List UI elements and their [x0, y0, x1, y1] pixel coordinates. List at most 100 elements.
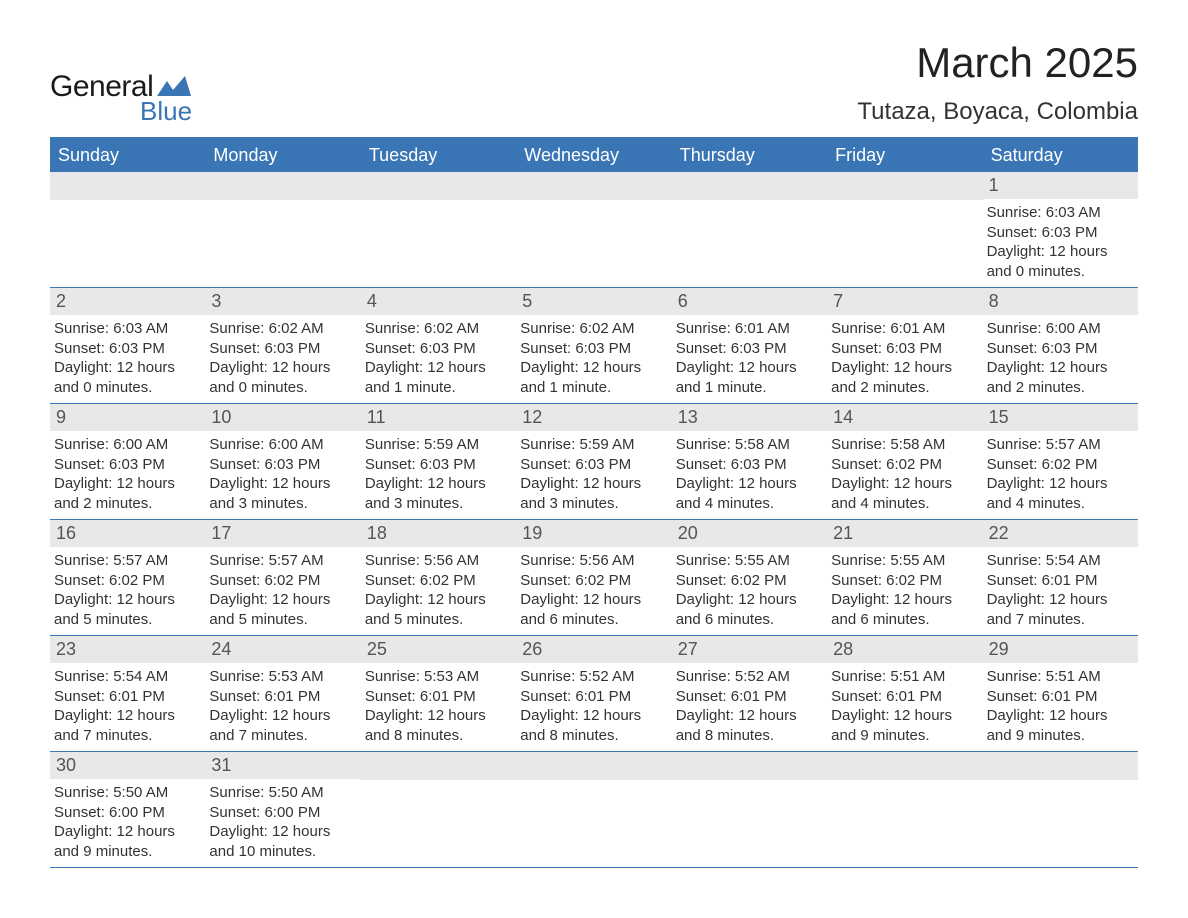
title-block: March 2025 Tutaza, Boyaca, Colombia	[857, 40, 1138, 126]
day-details: Sunrise: 6:01 AMSunset: 6:03 PMDaylight:…	[672, 315, 827, 403]
sunrise-line: Sunrise: 6:02 AM	[520, 319, 667, 339]
sunrise-line: Sunrise: 5:50 AM	[54, 783, 201, 803]
sunrise-line: Sunrise: 6:02 AM	[209, 319, 356, 339]
sunset-line: Sunset: 6:02 PM	[676, 571, 823, 591]
day-details: Sunrise: 5:56 AMSunset: 6:02 PMDaylight:…	[516, 547, 671, 635]
header: General Blue March 2025 Tutaza, Boyaca, …	[50, 40, 1138, 127]
day-cell: 4Sunrise: 6:02 AMSunset: 6:03 PMDaylight…	[361, 288, 516, 404]
blank-cell	[361, 752, 516, 868]
sunset-line: Sunset: 6:00 PM	[209, 803, 356, 823]
daylight-line: Daylight: 12 hours and 6 minutes.	[831, 590, 978, 629]
daylight-line: Daylight: 12 hours and 0 minutes.	[209, 358, 356, 397]
daylight-line: Daylight: 12 hours and 9 minutes.	[831, 706, 978, 745]
sunset-line: Sunset: 6:03 PM	[831, 339, 978, 359]
sunset-line: Sunset: 6:03 PM	[209, 339, 356, 359]
day-cell: 6Sunrise: 6:01 AMSunset: 6:03 PMDaylight…	[672, 288, 827, 404]
daylight-line: Daylight: 12 hours and 7 minutes.	[209, 706, 356, 745]
day-number: 29	[983, 636, 1138, 663]
day-cell: 22Sunrise: 5:54 AMSunset: 6:01 PMDayligh…	[983, 520, 1138, 636]
sunrise-line: Sunrise: 5:53 AM	[365, 667, 512, 687]
daylight-line: Daylight: 12 hours and 9 minutes.	[987, 706, 1134, 745]
blank-cell	[205, 172, 360, 288]
day-details: Sunrise: 5:52 AMSunset: 6:01 PMDaylight:…	[672, 663, 827, 751]
day-cell: 29 Sunrise: 5:51 AMSunset: 6:01 PMDayligh…	[983, 636, 1138, 752]
daylight-line: Daylight: 12 hours and 8 minutes.	[676, 706, 823, 745]
sunset-line: Sunset: 6:03 PM	[520, 339, 667, 359]
sunset-line: Sunset: 6:02 PM	[365, 571, 512, 591]
day-number: 5	[516, 288, 671, 315]
day-details: Sunrise: 6:01 AMSunset: 6:03 PMDaylight:…	[827, 315, 982, 403]
day-number: 3	[205, 288, 360, 315]
day-number: 10	[205, 404, 360, 431]
daylight-line: Daylight: 12 hours and 6 minutes.	[520, 590, 667, 629]
daylight-line: Daylight: 12 hours and 4 minutes.	[987, 474, 1134, 513]
day-number: 9	[50, 404, 205, 431]
calendar-grid: SundayMondayTuesdayWednesdayThursdayFrid…	[50, 137, 1138, 868]
sunrise-line: Sunrise: 6:03 AM	[987, 203, 1134, 223]
day-details: Sunrise: 6:03 AMSunset: 6:03 PMDaylight:…	[983, 199, 1138, 287]
sunrise-line: Sunrise: 6:00 AM	[54, 435, 201, 455]
blank-cell	[983, 752, 1138, 868]
blank-cell	[827, 172, 982, 288]
day-cell: 14Sunrise: 5:58 AMSunset: 6:02 PMDayligh…	[827, 404, 982, 520]
sunrise-line: Sunrise: 5:52 AM	[676, 667, 823, 687]
day-cell: 17Sunrise: 5:57 AMSunset: 6:02 PMDayligh…	[205, 520, 360, 636]
day-cell: 5 Sunrise: 6:02 AMSunset: 6:03 PMDaylight…	[516, 288, 671, 404]
day-details: Sunrise: 5:53 AMSunset: 6:01 PMDaylight:…	[361, 663, 516, 751]
day-details: Sunrise: 5:59 AMSunset: 6:03 PMDaylight:…	[516, 431, 671, 519]
day-number: 21	[827, 520, 982, 547]
day-details: Sunrise: 5:57 AMSunset: 6:02 PMDaylight:…	[205, 547, 360, 635]
weekday-header: Tuesday	[361, 139, 516, 172]
sunrise-line: Sunrise: 6:02 AM	[365, 319, 512, 339]
sunset-line: Sunset: 6:03 PM	[987, 339, 1134, 359]
day-number: 16	[50, 520, 205, 547]
daylight-line: Daylight: 12 hours and 3 minutes.	[520, 474, 667, 513]
sunset-line: Sunset: 6:01 PM	[520, 687, 667, 707]
day-cell: 25Sunrise: 5:53 AMSunset: 6:01 PMDayligh…	[361, 636, 516, 752]
day-details: Sunrise: 5:56 AMSunset: 6:02 PMDaylight:…	[361, 547, 516, 635]
day-cell: 12Sunrise: 5:59 AMSunset: 6:03 PMDayligh…	[516, 404, 671, 520]
day-number: 28	[827, 636, 982, 663]
daylight-line: Daylight: 12 hours and 1 minute.	[520, 358, 667, 397]
day-cell: 26Sunrise: 5:52 AMSunset: 6:01 PMDayligh…	[516, 636, 671, 752]
sunset-line: Sunset: 6:01 PM	[987, 687, 1134, 707]
day-details: Sunrise: 5:57 AMSunset: 6:02 PMDaylight:…	[50, 547, 205, 635]
sunrise-line: Sunrise: 5:59 AM	[365, 435, 512, 455]
day-number: 7	[827, 288, 982, 315]
daylight-line: Daylight: 12 hours and 3 minutes.	[209, 474, 356, 513]
sunrise-line: Sunrise: 5:55 AM	[831, 551, 978, 571]
sunset-line: Sunset: 6:03 PM	[520, 455, 667, 475]
sunrise-line: Sunrise: 6:01 AM	[831, 319, 978, 339]
day-details: Sunrise: 5:52 AMSunset: 6:01 PMDaylight:…	[516, 663, 671, 751]
sunrise-line: Sunrise: 5:56 AM	[365, 551, 512, 571]
brand-general-text: General	[50, 70, 153, 104]
day-details: Sunrise: 6:02 AMSunset: 6:03 PMDaylight:…	[205, 315, 360, 403]
day-number: 11	[361, 404, 516, 431]
blank-cell	[827, 752, 982, 868]
day-number: 4	[361, 288, 516, 315]
day-cell: 15Sunrise: 5:57 AMSunset: 6:02 PMDayligh…	[983, 404, 1138, 520]
sunrise-line: Sunrise: 5:54 AM	[987, 551, 1134, 571]
day-cell: 16Sunrise: 5:57 AMSunset: 6:02 PMDayligh…	[50, 520, 205, 636]
day-details: Sunrise: 6:02 AMSunset: 6:03 PMDaylight:…	[361, 315, 516, 403]
day-details: Sunrise: 6:00 AMSunset: 6:03 PMDaylight:…	[983, 315, 1138, 403]
sunset-line: Sunset: 6:02 PM	[54, 571, 201, 591]
blank-cell	[672, 172, 827, 288]
day-number: 12	[516, 404, 671, 431]
day-number: 13	[672, 404, 827, 431]
day-details: Sunrise: 6:00 AMSunset: 6:03 PMDaylight:…	[50, 431, 205, 519]
weekday-header: Sunday	[50, 139, 205, 172]
sunrise-line: Sunrise: 5:50 AM	[209, 783, 356, 803]
day-cell: 11Sunrise: 5:59 AMSunset: 6:03 PMDayligh…	[361, 404, 516, 520]
daylight-line: Daylight: 12 hours and 10 minutes.	[209, 822, 356, 861]
daylight-line: Daylight: 12 hours and 2 minutes.	[987, 358, 1134, 397]
sunset-line: Sunset: 6:03 PM	[365, 339, 512, 359]
sunset-line: Sunset: 6:03 PM	[365, 455, 512, 475]
sunrise-line: Sunrise: 5:51 AM	[987, 667, 1134, 687]
sunset-line: Sunset: 6:02 PM	[831, 571, 978, 591]
day-number: 17	[205, 520, 360, 547]
day-number: 24	[205, 636, 360, 663]
sunset-line: Sunset: 6:00 PM	[54, 803, 201, 823]
weekday-header: Friday	[827, 139, 982, 172]
day-number: 18	[361, 520, 516, 547]
